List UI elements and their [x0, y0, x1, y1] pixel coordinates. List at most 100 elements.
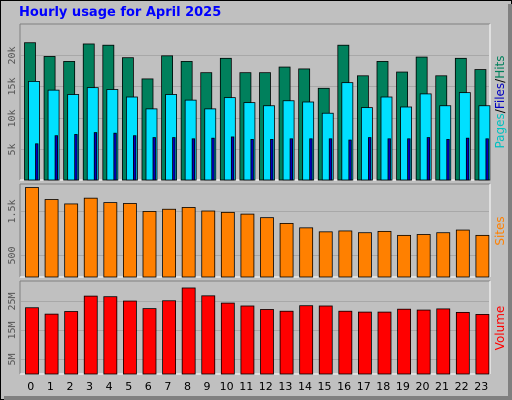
pages-bar: [368, 137, 372, 181]
sites-bar: [123, 203, 137, 278]
hour-tick-label: 7: [164, 380, 171, 393]
hour-tick-label: 17: [357, 380, 371, 393]
pages-bar: [426, 137, 431, 181]
hour-tick-label: 3: [86, 380, 93, 393]
pages-bar: [465, 137, 470, 181]
hour-tick-label: 18: [376, 380, 390, 393]
pages-bar: [446, 139, 450, 181]
hour-tick-label: 19: [396, 380, 410, 393]
files-bar: [106, 89, 119, 181]
sites-bar: [64, 203, 79, 278]
y-tick-label: 15M: [7, 321, 18, 339]
sites-bar: [220, 211, 235, 278]
sites-bar: [358, 232, 372, 278]
pages-bar: [348, 139, 352, 181]
files-bar: [145, 108, 158, 181]
hour-tick-label: 20: [415, 380, 429, 393]
volume-label: Volume: [493, 306, 507, 351]
hour-tick-label: 6: [145, 380, 152, 393]
hour-tick-label: 1: [47, 380, 54, 393]
sites-bar: [83, 197, 98, 278]
files-bar: [243, 102, 256, 181]
pages-bar: [485, 138, 489, 181]
pages-bar: [407, 138, 411, 181]
files-label: Files: [493, 83, 507, 109]
files-bar: [165, 94, 177, 181]
sites-bar: [260, 217, 274, 278]
files-bar: [204, 108, 217, 181]
separator: /: [493, 108, 507, 113]
files-bar: [458, 92, 471, 181]
files-bar: [380, 96, 393, 181]
volume-bar: [475, 314, 490, 375]
pages-bar: [387, 138, 391, 181]
pages-bar: [93, 132, 98, 181]
hour-tick-label: 22: [455, 380, 469, 393]
volume-bar: [397, 308, 411, 375]
volume-bar: [123, 300, 137, 375]
volume-bar: [279, 310, 294, 375]
volume-bar: [436, 308, 451, 375]
sites-panel: 500 1.5k: [7, 183, 491, 278]
volume-bar: [358, 311, 372, 375]
pages-bar: [270, 139, 274, 181]
sites-bar: [25, 187, 39, 278]
frame-shadow-bottom: [4, 396, 512, 400]
volume-bar: [318, 305, 333, 375]
files-bar: [263, 105, 275, 181]
hour-axis: 0 1 2 3 4 5 6 7 8 9 10 11 12 13 14 15 16 17 18 19 20 21 22 23: [27, 380, 488, 393]
volume-bar: [64, 311, 79, 375]
volume-bar: [162, 300, 176, 375]
pages-bar: [211, 137, 215, 181]
y-tick-label: 500: [7, 246, 18, 264]
files-bar: [439, 105, 452, 181]
hour-tick-label: 11: [239, 380, 253, 393]
sites-bar: [475, 234, 490, 278]
pages-bar: [250, 139, 254, 181]
frame-shadow-right: [508, 4, 512, 400]
y-tick-label: 25M: [7, 292, 18, 310]
sites-bar: [279, 223, 294, 278]
pages-bar: [133, 135, 137, 181]
files-bar: [126, 96, 138, 181]
sites-bar: [318, 231, 333, 278]
sites-bar: [455, 229, 470, 278]
volume-bar: [181, 287, 196, 375]
volume-bar: [44, 313, 59, 375]
y-tick-label: 5M: [7, 353, 18, 365]
volume-bar: [455, 311, 470, 375]
y-tick-label: 20k: [7, 46, 18, 64]
sites-bar: [44, 199, 59, 278]
pages-bar: [191, 138, 196, 181]
sites-bar: [142, 211, 157, 278]
hits-files-pages-panel: 5k 10k 15k 20k: [7, 23, 491, 181]
hour-tick-label: 10: [220, 380, 234, 393]
volume-bar: [240, 305, 255, 375]
volume-bar: [142, 308, 157, 375]
sites-bar: [201, 210, 216, 278]
files-bar: [400, 106, 412, 181]
volume-bar: [201, 295, 216, 375]
sites-bar: [377, 230, 392, 278]
volume-bar: [83, 295, 98, 375]
chart-title: Hourly usage for April 2025: [19, 5, 222, 20]
hour-tick-label: 15: [318, 380, 332, 393]
hour-tick-label: 5: [125, 380, 132, 393]
hour-tick-label: 2: [66, 380, 73, 393]
files-bar: [282, 100, 295, 181]
files-bar: [302, 101, 315, 181]
pages-bar: [113, 132, 117, 181]
pages-bar: [35, 143, 39, 181]
pages-bar: [172, 137, 176, 181]
hour-tick-label: 9: [204, 380, 211, 393]
files-bar: [341, 82, 354, 181]
hour-tick-label: 12: [259, 380, 273, 393]
pages-bar: [152, 137, 156, 181]
files-bar: [419, 93, 432, 181]
hour-tick-label: 23: [474, 380, 488, 393]
separator: /: [493, 78, 507, 83]
pages-bar: [74, 134, 78, 181]
volume-bar: [377, 311, 392, 375]
